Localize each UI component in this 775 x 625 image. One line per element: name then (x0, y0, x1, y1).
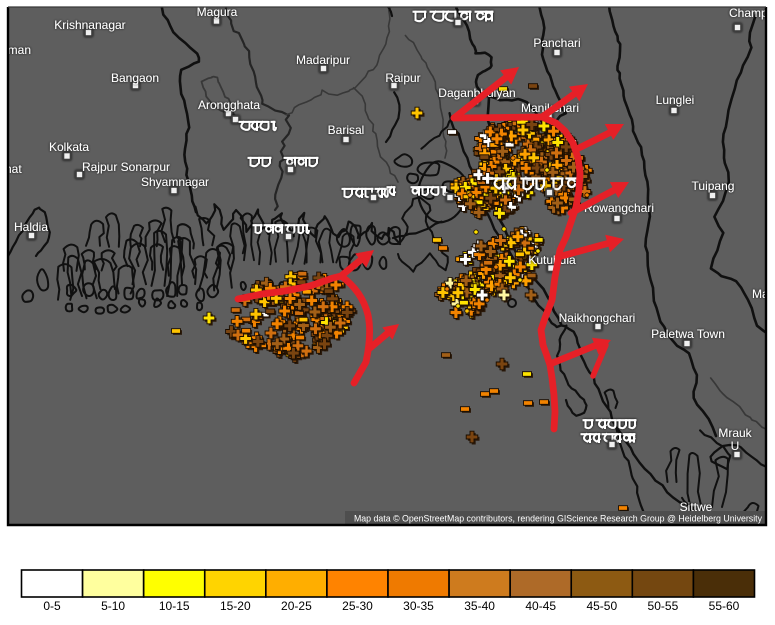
svg-text:Sittwe: Sittwe (680, 500, 713, 514)
svg-text:40-45: 40-45 (525, 599, 556, 613)
svg-text:aman: aman (1, 43, 31, 57)
svg-text:Bangaon: Bangaon (111, 71, 159, 85)
svg-text:Raipur: Raipur (385, 71, 420, 85)
svg-text:Paletwa Town: Paletwa Town (651, 327, 725, 341)
svg-text:10-15: 10-15 (159, 599, 190, 613)
svg-text:Panchari: Panchari (533, 36, 580, 50)
svg-text:25-30: 25-30 (342, 599, 373, 613)
svg-text:15-20: 15-20 (220, 599, 251, 613)
svg-text:Tuipang: Tuipang (692, 179, 735, 193)
svg-text:55-60: 55-60 (709, 599, 740, 613)
svg-text:30-35: 30-35 (403, 599, 434, 613)
svg-text:Daganbhuiyan: Daganbhuiyan (438, 86, 515, 100)
svg-text:Lunglei: Lunglei (656, 93, 695, 107)
svg-text:Shyamnagar: Shyamnagar (141, 175, 209, 189)
svg-text:Champ: Champ (729, 6, 768, 20)
svg-text:Madaripur: Madaripur (296, 53, 350, 67)
svg-text:Map data © OpenStreetMap contr: Map data © OpenStreetMap contributors, r… (354, 514, 763, 524)
svg-text:Ma: Ma (752, 287, 769, 301)
svg-text:0-5: 0-5 (43, 599, 61, 613)
svg-text:20-25: 20-25 (281, 599, 312, 613)
svg-text:5-10: 5-10 (101, 599, 125, 613)
svg-text:U: U (731, 439, 740, 453)
svg-text:Barisal: Barisal (328, 123, 365, 137)
svg-text:hat: hat (5, 162, 22, 176)
svg-text:Rajpur Sonarpur: Rajpur Sonarpur (82, 160, 170, 174)
svg-text:35-40: 35-40 (464, 599, 495, 613)
svg-text:Naikhongchari: Naikhongchari (559, 311, 636, 325)
svg-text:45-50: 45-50 (586, 599, 617, 613)
svg-text:Haldia: Haldia (14, 220, 48, 234)
svg-text:Arongghata: Arongghata (198, 98, 260, 112)
svg-text:Krishnanagar: Krishnanagar (54, 18, 125, 32)
svg-text:50-55: 50-55 (648, 599, 679, 613)
svg-text:Magura: Magura (197, 5, 238, 19)
svg-text:Kolkata: Kolkata (49, 140, 89, 154)
svg-text:Rowangchari: Rowangchari (584, 201, 654, 215)
svg-text:Mrauk: Mrauk (718, 426, 752, 440)
